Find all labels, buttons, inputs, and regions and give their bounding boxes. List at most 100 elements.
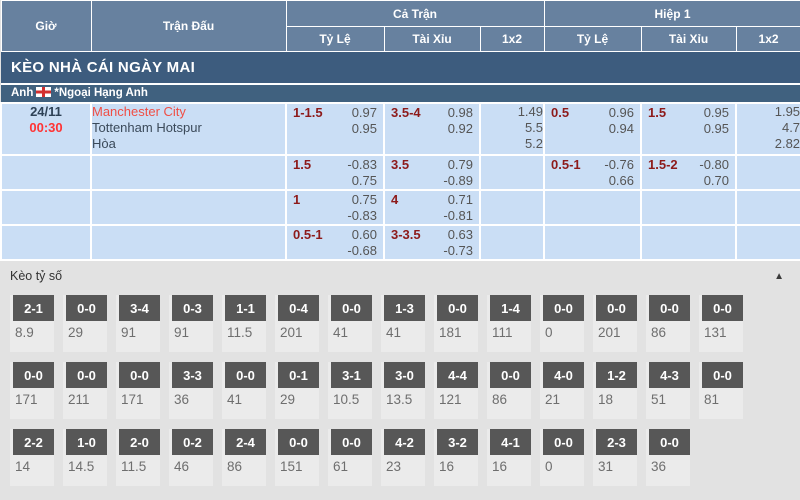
ft-over-under-cell[interactable]: 4 0.71 -0.81 [383, 189, 481, 226]
score-odds: 0 [545, 325, 553, 340]
score-cell[interactable]: 0-4 201 [275, 295, 319, 352]
score-cell[interactable]: 0-0 171 [10, 362, 54, 419]
score-odds: 41 [333, 325, 349, 340]
h1-handicap-cell[interactable]: 0.5-1 -0.76 0.66 [543, 154, 643, 191]
odds-value: 0.92 [447, 121, 473, 136]
h1-1x2-cell[interactable] [735, 154, 800, 191]
score-label: 3-2 [437, 429, 478, 455]
h1-over-under-cell[interactable] [640, 224, 738, 261]
handicap-line: 0.5-1 [293, 227, 323, 242]
score-odds: 36 [174, 392, 190, 407]
ft-handicap-cell[interactable]: 0.5-1 0.60 -0.68 [285, 224, 385, 261]
score-cell[interactable]: 1-2 18 [593, 362, 637, 419]
score-cell[interactable]: 3-0 13.5 [381, 362, 425, 419]
score-odds: 18 [598, 392, 614, 407]
h1-handicap-cell[interactable] [543, 224, 643, 261]
ft-1x2-cell[interactable] [478, 224, 546, 261]
odds-value: 0.95 [703, 121, 730, 136]
score-cell[interactable]: 2-3 31 [593, 429, 637, 486]
score-cell[interactable]: 0-0 211 [63, 362, 107, 419]
score-cell[interactable]: 4-0 21 [540, 362, 584, 419]
score-cell[interactable]: 1-1 11.5 [222, 295, 266, 352]
score-cell[interactable]: 4-3 51 [646, 362, 690, 419]
score-label: 2-4 [225, 429, 266, 455]
handicap-line: 1.5 [293, 157, 312, 172]
score-cell[interactable]: 3-1 10.5 [328, 362, 372, 419]
ft-1x2-cell[interactable] [478, 154, 546, 191]
handicap-line: 4 [391, 192, 399, 207]
score-label: 2-1 [13, 295, 54, 321]
odds-values: 0.97 0.95 [352, 105, 377, 137]
score-label: 4-2 [384, 429, 425, 455]
score-cell[interactable]: 3-4 91 [116, 295, 160, 352]
score-cell[interactable]: 2-0 11.5 [116, 429, 160, 486]
ft-handicap-cell[interactable]: 1 0.75 -0.83 [285, 189, 385, 226]
column-header-ft-over-under: Tài Xỉu [383, 26, 481, 52]
score-cell[interactable]: 2-4 86 [222, 429, 266, 486]
score-cell[interactable]: 1-4 111 [487, 295, 531, 352]
h1-handicap-cell[interactable] [543, 189, 643, 226]
score-cell[interactable]: 0-1 29 [275, 362, 319, 419]
score-cell[interactable]: 2-2 14 [10, 429, 54, 486]
score-cell[interactable]: 4-1 16 [487, 429, 531, 486]
score-cell[interactable]: 0-0 0 [540, 295, 584, 352]
score-cell[interactable]: 0-0 171 [116, 362, 160, 419]
score-cell[interactable]: 0-0 181 [434, 295, 478, 352]
score-cell[interactable]: 1-3 41 [381, 295, 425, 352]
score-odds: 16 [439, 459, 455, 474]
ft-1x2-cell[interactable] [478, 189, 546, 226]
score-cell[interactable]: 4-2 23 [381, 429, 425, 486]
score-cell[interactable]: 0-2 46 [169, 429, 213, 486]
score-cell[interactable]: 0-0 86 [487, 362, 531, 419]
odds-value: 4.7 [781, 120, 800, 135]
odds-value: -0.73 [443, 243, 473, 258]
score-label: 0-0 [66, 295, 107, 321]
h1-handicap-cell[interactable]: 0.5 0.96 0.94 [543, 102, 643, 156]
score-cell[interactable]: 0-0 201 [593, 295, 637, 352]
h1-over-under-cell[interactable]: 1.5-2 -0.80 0.70 [640, 154, 738, 191]
score-cell[interactable]: 1-0 14.5 [63, 429, 107, 486]
score-cell[interactable]: 0-0 131 [699, 295, 743, 352]
handicap-line: 3.5-4 [391, 105, 421, 120]
h1-1x2-cell[interactable]: 1.95 4.7 2.82 [735, 102, 800, 156]
odds-value: -0.83 [347, 157, 377, 172]
score-odds: 16 [492, 459, 508, 474]
score-cell[interactable]: 2-1 8.9 [10, 295, 54, 352]
score-cell[interactable]: 0-0 41 [328, 295, 372, 352]
score-cell[interactable]: 3-2 16 [434, 429, 478, 486]
correct-score-toggle[interactable]: Kèo tỷ số ▲ [0, 261, 800, 291]
kickoff-time: 00:30 [29, 120, 63, 135]
score-cell[interactable]: 0-0 36 [646, 429, 690, 486]
correct-score-section: Kèo tỷ số ▲ 2-1 8.9 0-0 29 3-4 91 0-3 91 1-1 11.5… [0, 261, 800, 486]
odds-value: 0.70 [703, 173, 730, 188]
score-cell[interactable]: 0-0 0 [540, 429, 584, 486]
score-cell[interactable]: 0-0 86 [646, 295, 690, 352]
ft-over-under-cell[interactable]: 3.5-4 0.98 0.92 [383, 102, 481, 156]
score-cell[interactable]: 0-0 151 [275, 429, 319, 486]
score-cell[interactable]: 0-0 61 [328, 429, 372, 486]
score-cell[interactable]: 0-0 81 [699, 362, 743, 419]
score-odds: 29 [280, 392, 296, 407]
handicap-line: 1-1.5 [293, 105, 323, 120]
collapse-triangle-up-icon[interactable]: ▲ [774, 270, 784, 282]
ft-over-under-cell[interactable]: 3.5 0.79 -0.89 [383, 154, 481, 191]
h1-over-under-cell[interactable]: 1.5 0.95 0.95 [640, 102, 738, 156]
h1-1x2-cell[interactable] [735, 224, 800, 261]
score-cell[interactable]: 4-4 121 [434, 362, 478, 419]
score-label: 2-2 [13, 429, 54, 455]
score-cell[interactable]: 0-0 41 [222, 362, 266, 419]
ft-1x2-cell[interactable]: 1.49 5.5 5.2 [478, 102, 546, 156]
ft-over-under-cell[interactable]: 3-3.5 0.63 -0.73 [383, 224, 481, 261]
score-cell[interactable]: 3-3 36 [169, 362, 213, 419]
score-odds: 46 [174, 459, 190, 474]
score-cell[interactable]: 0-3 91 [169, 295, 213, 352]
ft-handicap-cell[interactable]: 1.5 -0.83 0.75 [285, 154, 385, 191]
h1-1x2-cell[interactable] [735, 189, 800, 226]
h1-over-under-cell[interactable] [640, 189, 738, 226]
ft-handicap-cell[interactable]: 1-1.5 0.97 0.95 [285, 102, 385, 156]
score-label: 2-0 [119, 429, 160, 455]
odds-value: -0.89 [443, 173, 473, 188]
score-cell[interactable]: 0-0 29 [63, 295, 107, 352]
ft-handicap-cell-content: 0.5-1 0.60 -0.68 [287, 226, 383, 259]
odds-value: 2.82 [774, 136, 800, 151]
